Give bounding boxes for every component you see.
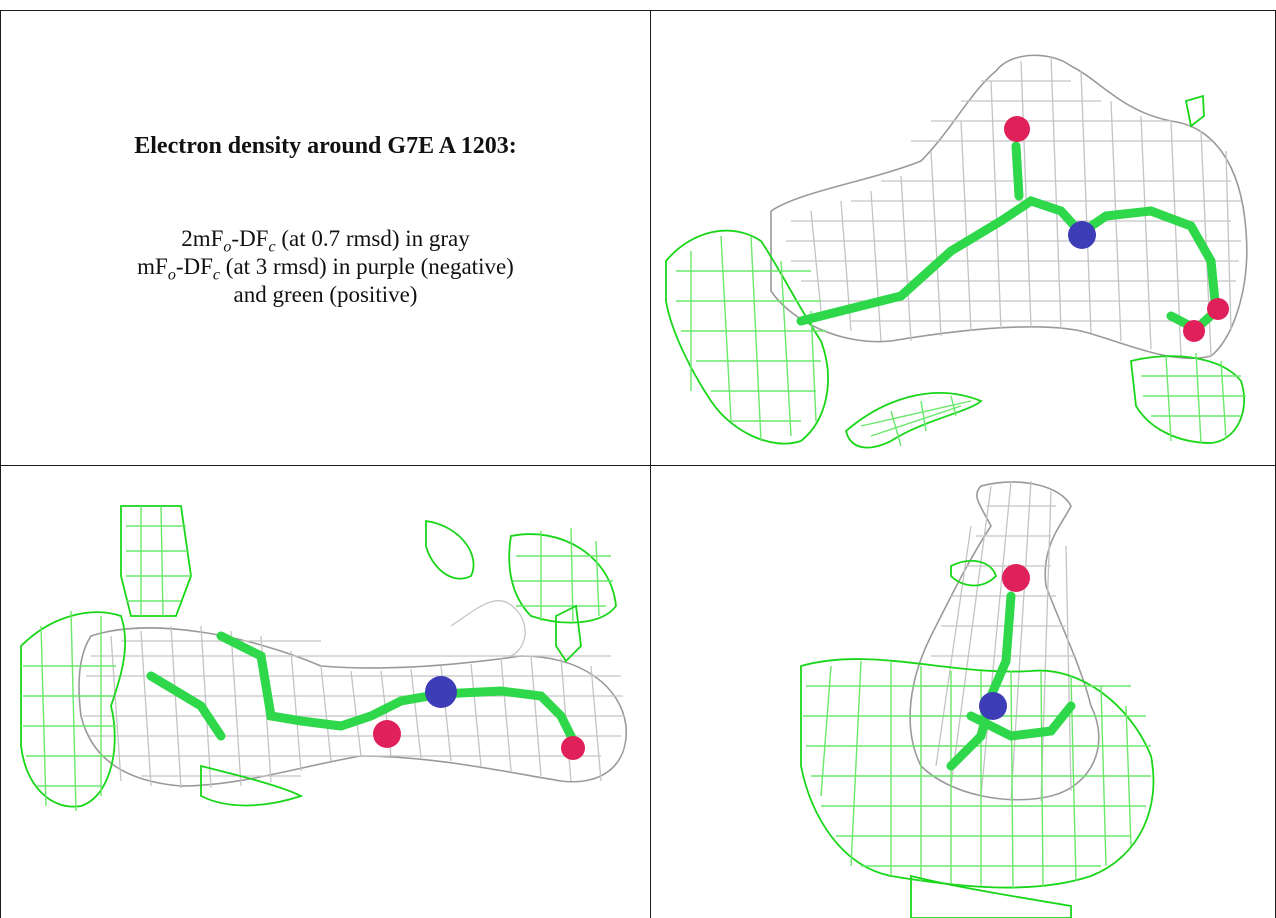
nitrogen-atom — [425, 676, 457, 708]
green-mesh — [20, 505, 617, 812]
density-image-bottom-right — [800, 480, 1155, 918]
description-cell: Electron density around G7E A 1203: 2mFo… — [1, 11, 650, 464]
green-mesh — [665, 94, 1246, 449]
table-border-top — [0, 10, 1276, 11]
density-image-bottom-left — [20, 505, 627, 812]
panel-title: Electron density around G7E A 1203: — [134, 133, 517, 159]
nitrogen-atom — [1068, 221, 1096, 249]
ligand-model — [146, 631, 585, 760]
ligand-model — [946, 564, 1076, 771]
oxygen-atom — [1207, 298, 1229, 320]
legend-line-2fofc: 2mFo-DFc (at 0.7 rmsd) in gray — [181, 226, 470, 256]
view-bottom-right — [651, 466, 1275, 918]
density-image-top-right — [665, 54, 1248, 449]
ligand-model — [796, 116, 1229, 342]
oxygen-atom — [1183, 320, 1205, 342]
green-mesh — [800, 559, 1155, 918]
table-row-divider — [0, 465, 1276, 466]
map-legend: 2mFo-DFc (at 0.7 rmsd) in gray mFo-DFc (… — [1, 225, 650, 309]
oxygen-atom — [1004, 116, 1030, 142]
nitrogen-atom — [979, 692, 1007, 720]
table-border-left — [0, 10, 1, 918]
legend-line-fofc: mFo-DFc (at 3 rmsd) in purple (negative) — [137, 254, 514, 284]
view-top-right — [651, 11, 1275, 465]
table-border-middle — [650, 10, 651, 918]
oxygen-atom — [561, 736, 585, 760]
oxygen-atom — [373, 720, 401, 748]
legend-line-colors: and green (positive) — [233, 282, 418, 307]
oxygen-atom — [1002, 564, 1030, 592]
view-bottom-left — [1, 466, 650, 918]
